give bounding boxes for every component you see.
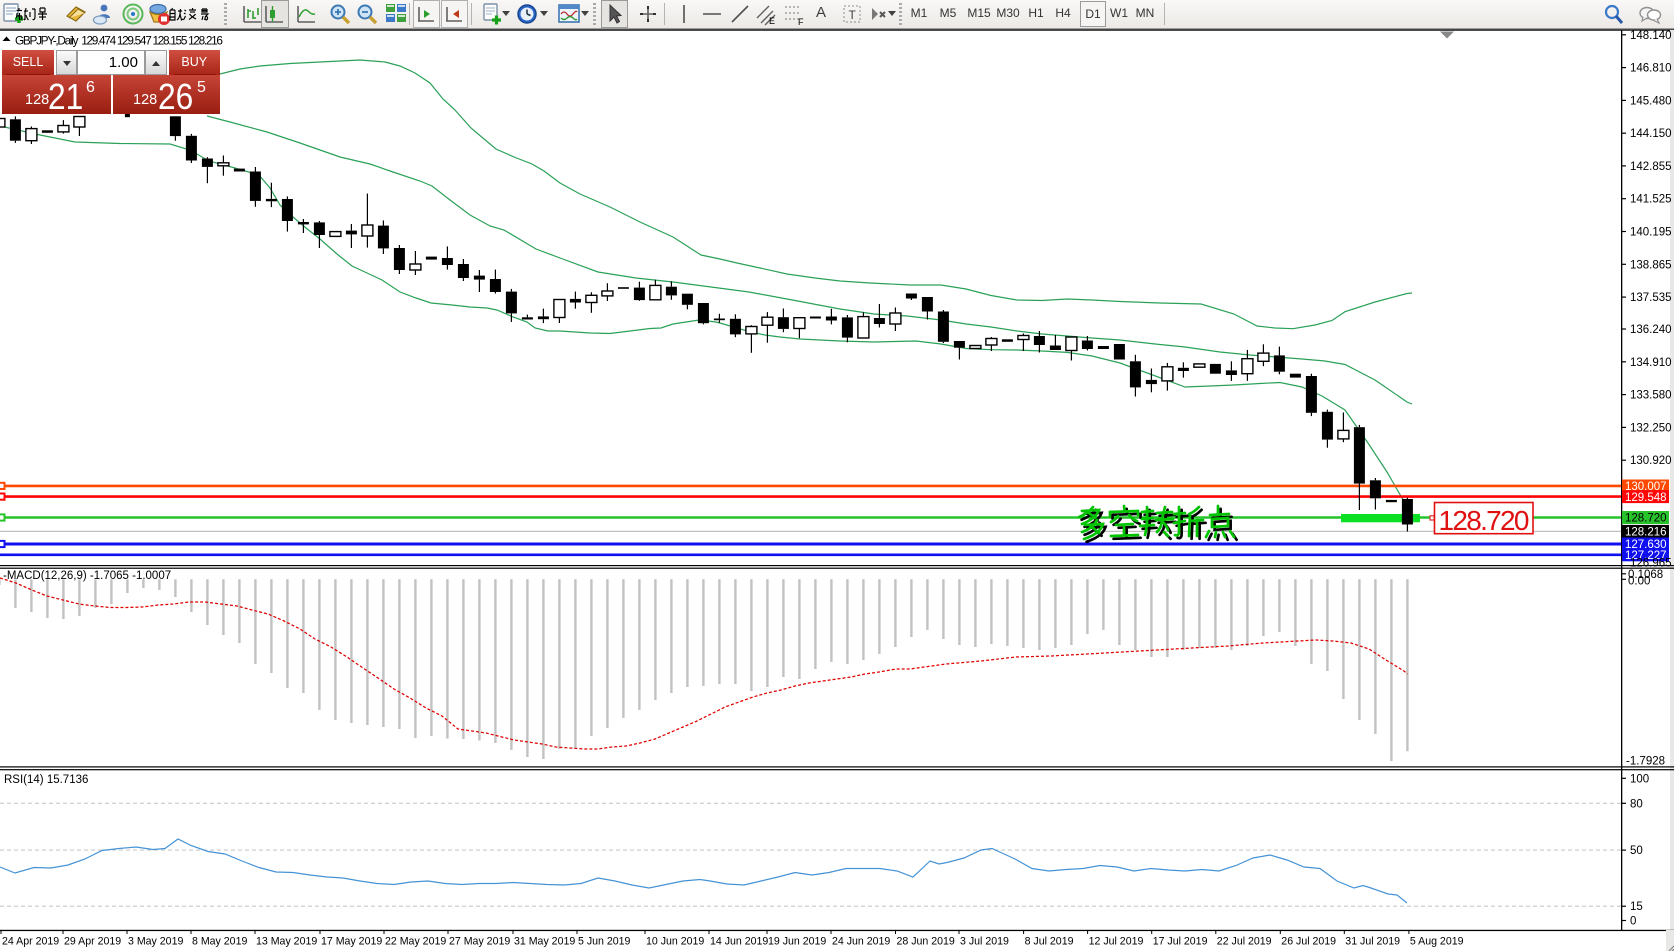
svg-text:129.548: 129.548 — [1625, 492, 1667, 504]
svg-text:GBPJPY-,Daily 129.474 129.547: GBPJPY-,Daily 129.474 129.547 128.155 12… — [15, 34, 223, 48]
svg-text:13 May 2019: 13 May 2019 — [256, 936, 317, 948]
svg-text:148.140: 148.140 — [1630, 30, 1672, 42]
svg-text:0: 0 — [1630, 916, 1636, 928]
svg-text:17 May 2019: 17 May 2019 — [321, 936, 382, 948]
svg-text:22 May 2019: 22 May 2019 — [385, 936, 446, 948]
svg-text:17 Jul 2019: 17 Jul 2019 — [1153, 936, 1208, 948]
svg-text:24 Jun 2019: 24 Jun 2019 — [832, 936, 890, 948]
svg-text:0.00: 0.00 — [1628, 575, 1650, 587]
svg-text:100: 100 — [1630, 773, 1649, 785]
svg-text:3 May 2019: 3 May 2019 — [128, 936, 183, 948]
svg-text:12 Jul 2019: 12 Jul 2019 — [1089, 936, 1144, 948]
svg-text:22 Jul 2019: 22 Jul 2019 — [1217, 936, 1272, 948]
svg-text:24 Apr 2019: 24 Apr 2019 — [2, 936, 59, 948]
svg-text:3 Jul 2019: 3 Jul 2019 — [960, 936, 1009, 948]
svg-text:5 Jun 2019: 5 Jun 2019 — [578, 936, 631, 948]
svg-text:130.920: 130.920 — [1630, 455, 1672, 467]
svg-text:127.227: 127.227 — [1625, 550, 1667, 562]
svg-text:145.480: 145.480 — [1630, 95, 1672, 107]
svg-text:5 Aug 2019: 5 Aug 2019 — [1410, 936, 1464, 948]
svg-text:E: E — [769, 16, 775, 26]
svg-text:27 May 2019: 27 May 2019 — [449, 936, 510, 948]
svg-text:132.250: 132.250 — [1630, 422, 1672, 434]
svg-text:144.150: 144.150 — [1630, 128, 1672, 140]
svg-text:141.525: 141.525 — [1630, 194, 1672, 206]
svg-text:31 Jul 2019: 31 Jul 2019 — [1345, 936, 1400, 948]
svg-text:29 Apr 2019: 29 Apr 2019 — [64, 936, 121, 948]
svg-text:80: 80 — [1630, 798, 1643, 810]
svg-text:26 Jul 2019: 26 Jul 2019 — [1281, 936, 1336, 948]
svg-text:F: F — [798, 17, 804, 26]
svg-text:126.965: 126.965 — [1630, 558, 1672, 570]
svg-text:28 Jun 2019: 28 Jun 2019 — [897, 936, 955, 948]
svg-text:15: 15 — [1630, 901, 1643, 913]
svg-text:-MACD(12,26,9) -1.7065 -1.0007: -MACD(12,26,9) -1.7065 -1.0007 — [3, 570, 171, 582]
svg-text:0.1068: 0.1068 — [1628, 569, 1663, 581]
svg-text:19 Jun 2019: 19 Jun 2019 — [768, 936, 826, 948]
svg-text:128.720: 128.720 — [1625, 513, 1667, 525]
svg-text:-1.7928: -1.7928 — [1626, 756, 1665, 768]
svg-text:10 Jun 2019: 10 Jun 2019 — [646, 936, 704, 948]
svg-text:140.195: 140.195 — [1630, 227, 1672, 239]
svg-text:T: T — [849, 8, 857, 22]
svg-text:50: 50 — [1630, 845, 1643, 857]
svg-text:127.630: 127.630 — [1625, 539, 1667, 551]
svg-text:RSI(14) 15.7136: RSI(14) 15.7136 — [4, 774, 88, 786]
svg-text:31 May 2019: 31 May 2019 — [514, 936, 575, 948]
svg-text:146.810: 146.810 — [1630, 63, 1672, 75]
svg-text:8 May 2019: 8 May 2019 — [192, 936, 247, 948]
svg-text:133.580: 133.580 — [1630, 390, 1672, 402]
svg-text:142.855: 142.855 — [1630, 161, 1672, 173]
svg-text:128.216: 128.216 — [1625, 527, 1667, 539]
svg-text:8 Jul 2019: 8 Jul 2019 — [1025, 936, 1074, 948]
svg-text:137.535: 137.535 — [1630, 292, 1672, 304]
svg-text:138.865: 138.865 — [1630, 259, 1672, 271]
svg-text:136.240: 136.240 — [1630, 324, 1672, 336]
svg-text:14 Jun 2019: 14 Jun 2019 — [710, 936, 768, 948]
svg-text:128.720: 128.720 — [1439, 505, 1530, 536]
svg-text:134.910: 134.910 — [1630, 357, 1672, 369]
